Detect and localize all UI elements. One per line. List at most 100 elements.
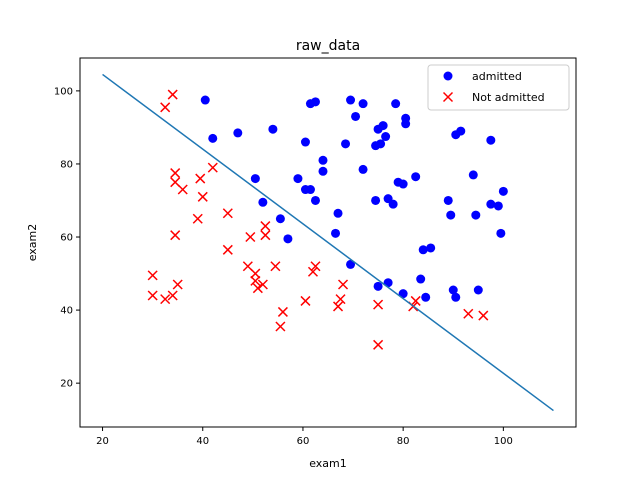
not-admitted-point: [373, 339, 384, 350]
y-tick-label: 60: [60, 233, 73, 244]
admitted-point: [418, 245, 428, 255]
not-admitted-point: [260, 221, 271, 232]
not-admitted-point: [332, 301, 344, 312]
y-tick-label: 40: [60, 306, 73, 317]
admitted-point: [381, 132, 391, 142]
admitted-point: [318, 155, 328, 165]
not-admitted-point: [478, 310, 489, 321]
admitted-point: [341, 139, 351, 149]
not-admitted-point: [167, 290, 178, 301]
admitted-point: [448, 285, 458, 295]
admitted-point: [200, 95, 210, 105]
admitted-point: [426, 243, 436, 253]
admitted-point: [411, 172, 421, 182]
admitted-point: [258, 197, 268, 207]
admitted-point: [373, 281, 383, 291]
admitted-point: [376, 139, 386, 149]
not-admitted-point: [147, 270, 158, 281]
not-admitted-point: [207, 162, 218, 173]
not-admitted-point: [373, 299, 384, 310]
not-admitted-point: [310, 261, 321, 272]
y-tick-label: 20: [60, 379, 73, 390]
not-admitted-point: [192, 213, 203, 224]
x-tick-label: 60: [297, 436, 310, 447]
admitted-point: [421, 292, 431, 302]
not-admitted-point: [170, 168, 181, 179]
chart-title: raw_data: [296, 38, 360, 54]
admitted-point: [496, 228, 506, 238]
admitted-point: [388, 199, 398, 209]
admitted-point: [283, 234, 293, 244]
plot-area: [102, 73, 554, 412]
not-admitted-point: [335, 294, 346, 305]
x-tick-label: 80: [397, 436, 410, 447]
admitted-point: [358, 99, 368, 109]
admitted-point: [233, 128, 243, 138]
legend-marker-not-admitted: [442, 91, 454, 103]
admitted-point: [268, 124, 278, 134]
admitted-point: [310, 97, 320, 107]
admitted-point: [398, 289, 408, 299]
not-admitted-point: [275, 321, 286, 332]
admitted-point: [351, 111, 361, 121]
not-admitted-point: [147, 290, 158, 301]
not-admitted-point: [410, 295, 421, 306]
legend-label-not-admitted: Not admitted: [472, 91, 545, 104]
y-tick-label: 100: [54, 86, 73, 97]
decision-boundary-line: [102, 73, 554, 412]
admitted-point: [300, 137, 310, 147]
admitted-point: [473, 285, 483, 295]
not-admitted-point: [195, 173, 206, 184]
admitted-point: [498, 186, 508, 196]
admitted-point: [333, 208, 343, 218]
not-admitted-point: [167, 89, 178, 100]
admitted-point: [468, 170, 478, 180]
admitted-point: [331, 228, 341, 238]
not-admitted-point: [245, 231, 256, 243]
not-admitted-point: [252, 283, 263, 294]
admitted-point: [250, 174, 260, 184]
admitted-point: [443, 195, 453, 205]
not-admitted-point: [160, 294, 171, 305]
admitted-point: [293, 174, 303, 184]
admitted-point: [446, 210, 456, 220]
not-admitted-point: [222, 208, 233, 219]
admitted-point: [208, 133, 218, 143]
not-admitted-point: [307, 266, 319, 277]
legend-label-admitted: admitted: [472, 70, 522, 83]
y-axis-label: exam2: [26, 224, 39, 262]
admitted-point: [305, 185, 315, 195]
not-admitted-point: [170, 230, 181, 241]
axes-frame: [79, 57, 577, 428]
x-tick-label: 20: [96, 436, 109, 447]
not-admitted-point: [300, 295, 311, 306]
x-axis-label: exam1: [309, 457, 347, 470]
x-tick-label: 40: [196, 436, 209, 447]
admitted-point: [275, 214, 285, 224]
admitted-point: [486, 135, 496, 145]
admitted-point: [391, 99, 401, 109]
legend-marker-admitted: [443, 71, 453, 81]
not-admitted-point: [172, 279, 183, 290]
not-admitted-point: [250, 275, 261, 286]
admitted-point: [378, 121, 388, 131]
admitted-point: [358, 164, 368, 174]
y-tick-label: 80: [60, 159, 73, 170]
legend-box: [427, 64, 570, 111]
admitted-point: [318, 166, 328, 176]
axis-ticks: 20 40 60 80 100 20 40 60 80 100: [54, 86, 513, 447]
not-admitted-point: [177, 184, 188, 195]
not-admitted-point: [222, 244, 233, 255]
admitted-point: [346, 95, 356, 105]
not-admitted-point: [250, 268, 261, 279]
x-tick-label: 100: [494, 436, 513, 447]
admitted-point: [346, 259, 356, 269]
admitted-point: [493, 201, 503, 211]
not-admitted-point: [337, 279, 349, 290]
admitted-point: [416, 274, 426, 284]
admitted-point: [486, 199, 496, 209]
admitted-point: [310, 195, 320, 205]
not-admitted-point: [260, 230, 271, 241]
not-admitted-point: [160, 102, 171, 113]
